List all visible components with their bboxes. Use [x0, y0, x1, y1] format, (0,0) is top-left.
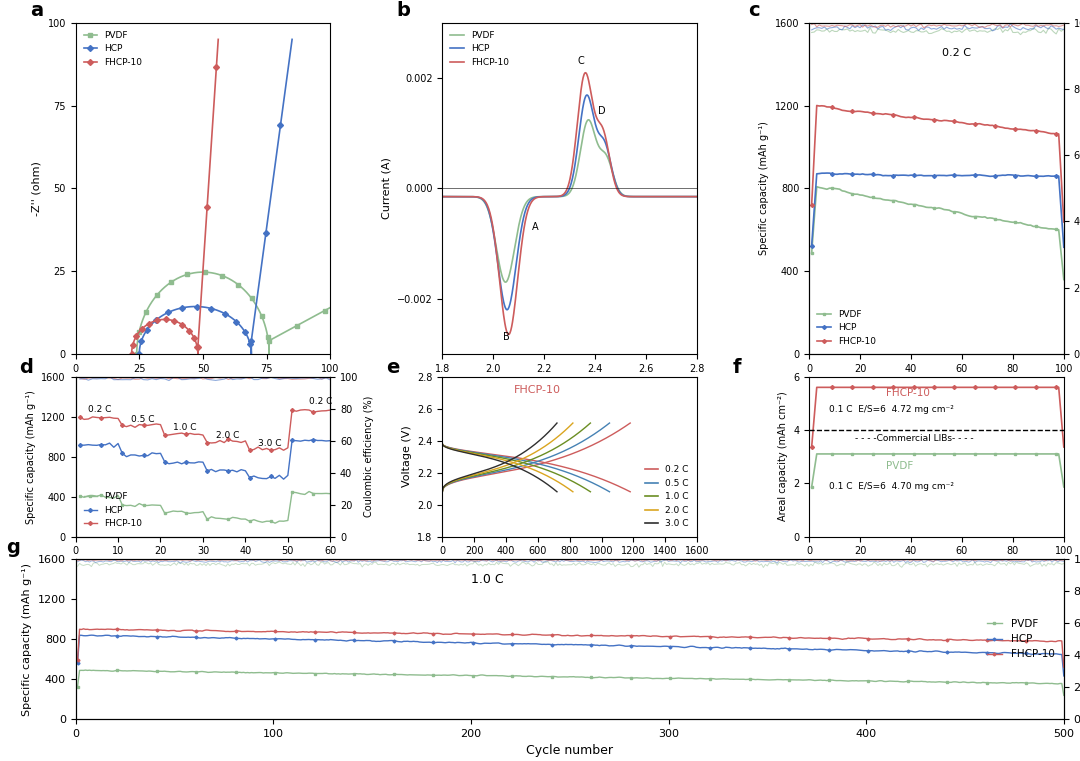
Text: 0.2 C: 0.2 C: [942, 48, 971, 58]
Text: 0.1 C  E/S=6  4.72 mg cm⁻²: 0.1 C E/S=6 4.72 mg cm⁻²: [829, 405, 955, 414]
Text: b: b: [396, 2, 410, 21]
Text: A: A: [531, 221, 538, 232]
X-axis label: Cycle number: Cycle number: [164, 562, 242, 572]
Text: 0.2 C: 0.2 C: [309, 396, 333, 406]
Text: f: f: [732, 358, 741, 377]
Legend: 0.2 C, 0.5 C, 1.0 C, 2.0 C, 3.0 C: 0.2 C, 0.5 C, 1.0 C, 2.0 C, 3.0 C: [642, 462, 692, 532]
X-axis label: Cycle number: Cycle number: [897, 379, 975, 389]
Legend: PVDF, HCP, FHCP-10: PVDF, HCP, FHCP-10: [80, 489, 146, 532]
Y-axis label: Coulombic efficiency (%): Coulombic efficiency (%): [364, 396, 374, 517]
Text: B: B: [503, 332, 510, 342]
X-axis label: Z' (ohm): Z' (ohm): [179, 379, 227, 389]
Y-axis label: Voltage (V): Voltage (V): [402, 425, 411, 488]
Y-axis label: -Z'' (ohm): -Z'' (ohm): [32, 161, 42, 216]
Text: 0.5 C: 0.5 C: [131, 415, 154, 424]
Legend: PVDF, HCP, FHCP-10: PVDF, HCP, FHCP-10: [80, 27, 146, 71]
Text: 1.0 C: 1.0 C: [173, 422, 197, 431]
Text: g: g: [6, 538, 21, 557]
Text: 3.0 C: 3.0 C: [258, 439, 282, 448]
X-axis label: Specific capacity (mAh g⁻¹): Specific capacity (mAh g⁻¹): [494, 562, 646, 572]
Text: 2.0 C: 2.0 C: [216, 431, 239, 440]
Y-axis label: Areal capacity (mAh cm⁻²): Areal capacity (mAh cm⁻²): [778, 392, 787, 521]
Text: 0.1 C  E/S=6  4.70 mg cm⁻²: 0.1 C E/S=6 4.70 mg cm⁻²: [829, 482, 955, 491]
Legend: PVDF, HCP, FHCP-10: PVDF, HCP, FHCP-10: [813, 306, 879, 349]
X-axis label: Cycle number: Cycle number: [897, 562, 975, 572]
X-axis label: Cycle number: Cycle number: [526, 744, 613, 757]
Text: 0.2 C: 0.2 C: [89, 405, 111, 414]
Text: D: D: [597, 106, 606, 116]
Text: PVDF: PVDF: [886, 461, 913, 471]
Text: c: c: [748, 2, 759, 21]
Y-axis label: Current (A): Current (A): [381, 158, 391, 219]
Y-axis label: Specific capacity (mAh g⁻¹): Specific capacity (mAh g⁻¹): [23, 562, 32, 716]
Legend: PVDF, HCP, FHCP-10: PVDF, HCP, FHCP-10: [983, 615, 1058, 664]
Text: d: d: [19, 358, 33, 377]
Y-axis label: Specific capacity (mAh g⁻¹): Specific capacity (mAh g⁻¹): [759, 122, 769, 255]
Y-axis label: Specific capacity (mAh g⁻¹): Specific capacity (mAh g⁻¹): [26, 390, 36, 524]
Text: FHCP-10: FHCP-10: [514, 384, 561, 395]
Text: e: e: [387, 358, 400, 377]
Text: 1.0 C: 1.0 C: [471, 573, 503, 586]
Legend: PVDF, HCP, FHCP-10: PVDF, HCP, FHCP-10: [447, 27, 513, 71]
Text: a: a: [30, 2, 43, 21]
Text: C: C: [578, 56, 584, 66]
Text: FHCP-10: FHCP-10: [886, 388, 930, 398]
X-axis label: Voltage (V): Voltage (V): [539, 379, 600, 389]
Text: - - - -Commercial LIBs- - - -: - - - -Commercial LIBs- - - -: [855, 434, 973, 443]
